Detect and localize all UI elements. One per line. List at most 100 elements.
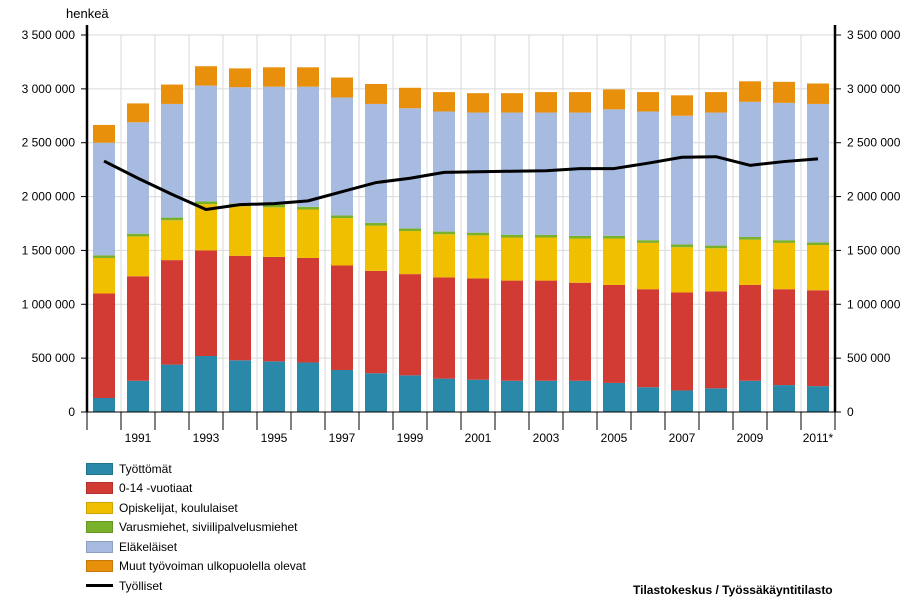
bar-opiskelijat-2009: [739, 239, 761, 285]
y-tick-label-left: 2 500 000: [22, 136, 76, 150]
bar-tyottomat-2002: [501, 380, 523, 412]
x-tick-label: 2005: [601, 431, 628, 445]
bar-varusmiehet-2001: [467, 232, 489, 236]
y-tick-label-right: 500 000: [847, 351, 891, 365]
bar-opiskelijat-2010: [773, 242, 795, 290]
bar-alle-15-2011: [807, 290, 829, 387]
line-tyolliset: [103, 155, 819, 211]
bar-tyottomat-2005: [603, 382, 625, 412]
bar-alle-15-2001: [467, 278, 489, 380]
bar-varusmiehet-1990: [93, 255, 115, 258]
bar-opiskelijat-2006: [637, 242, 659, 290]
y-tick-label-left: 3 000 000: [22, 82, 76, 96]
legend-item-varusmiehet: Varusmiehet, siviilipalvelusmiehet: [86, 518, 306, 538]
bar-varusmiehet-1991: [127, 233, 149, 237]
bar-alle-15-1997: [331, 265, 353, 370]
bar-muut-1993: [195, 66, 217, 86]
legend-item-tyottomat: Työttömät: [86, 459, 306, 479]
bar-opiskelijat-2002: [501, 237, 523, 281]
bar-elakelaiset-1997: [331, 97, 353, 216]
bar-varusmiehet-2007: [671, 244, 693, 248]
legend: Työttömät 0-14 -vuotiaat Opiskelijat, ko…: [86, 459, 306, 596]
y-tick-label-left: 2 000 000: [22, 190, 76, 204]
y-tick-label-right: 3 000 000: [847, 82, 901, 96]
bar-alle-15-1998: [365, 270, 387, 374]
bar-varusmiehet-1992: [161, 217, 183, 221]
bar-elakelaiset-1998: [365, 103, 387, 223]
bar-muut-1997: [331, 77, 353, 98]
bar-opiskelijat-1990: [93, 257, 115, 294]
bar-opiskelijat-2004: [569, 238, 591, 283]
bar-opiskelijat-1996: [297, 209, 319, 258]
bar-elakelaiset-1992: [161, 103, 183, 218]
bar-muut-2010: [773, 81, 795, 103]
bar-alle-15-1991: [127, 276, 149, 381]
y-tick-label-right: 2 000 000: [847, 190, 901, 204]
bar-elakelaiset-1996: [297, 86, 319, 207]
bar-tyottomat-2008: [705, 388, 727, 412]
legend-label-tyottomat: Työttömät: [119, 461, 172, 476]
bar-muut-2007: [671, 95, 693, 116]
x-tick-label: 2003: [533, 431, 560, 445]
bar-tyottomat-2006: [637, 387, 659, 412]
bar-varusmiehet-1993: [195, 201, 217, 205]
bar-tyottomat-1990: [93, 397, 115, 412]
bar-tyottomat-2004: [569, 380, 591, 412]
y-tick-label-right: 2 500 000: [847, 136, 901, 150]
bar-muut-2008: [705, 92, 727, 113]
bar-varusmiehet-1999: [399, 228, 421, 232]
bar-tyottomat-1991: [127, 380, 149, 412]
bar-tyottomat-1999: [399, 375, 421, 412]
y-tick-label-left: 0: [68, 405, 75, 419]
x-tick-label: 2007: [669, 431, 696, 445]
bar-alle-15-1999: [399, 274, 421, 376]
bar-muut-1992: [161, 84, 183, 104]
x-tick-label: 1997: [329, 431, 356, 445]
bar-tyottomat-2003: [535, 380, 557, 412]
legend-item-0-14: 0-14 -vuotiaat: [86, 479, 306, 499]
bar-opiskelijat-1994: [229, 206, 251, 256]
bar-muut-2000: [433, 92, 455, 112]
bar-opiskelijat-2008: [705, 248, 727, 292]
legend-label-elakelaiset: Eläkeläiset: [119, 539, 178, 554]
bar-muut-2011: [807, 83, 829, 104]
x-tick-label: 2011*: [803, 431, 834, 445]
legend-line-tyolliset: [86, 584, 113, 588]
y-tick-label-right: 1 000 000: [847, 297, 901, 311]
bar-varusmiehet-1998: [365, 222, 387, 226]
bar-varusmiehet-2008: [705, 245, 727, 249]
legend-swatch-0-14: [86, 482, 113, 495]
bar-opiskelijat-2011: [807, 245, 829, 291]
bar-alle-15-2000: [433, 277, 455, 379]
x-tick-label: 2009: [737, 431, 764, 445]
bar-opiskelijat-2007: [671, 247, 693, 293]
bar-tyottomat-2001: [467, 379, 489, 412]
bar-elakelaiset-1993: [195, 85, 217, 202]
bar-varusmiehet-2009: [739, 236, 761, 240]
bar-opiskelijat-1997: [331, 218, 353, 266]
bar-muut-2009: [739, 81, 761, 102]
bar-muut-1995: [263, 67, 285, 87]
legend-swatch-opiskelijat: [86, 501, 113, 514]
legend-label-opiskelijat: Opiskelijat, koululaiset: [119, 500, 238, 515]
bar-opiskelijat-2000: [433, 234, 455, 278]
legend-item-opiskelijat: Opiskelijat, koululaiset: [86, 498, 306, 518]
bar-muut-1996: [297, 67, 319, 87]
bar-muut-2006: [637, 92, 659, 112]
y-tick-label-left: 3 500 000: [22, 28, 76, 42]
bar-opiskelijat-1998: [365, 225, 387, 271]
bar-elakelaiset-2002: [501, 112, 523, 235]
bar-elakelaiset-1994: [229, 87, 251, 204]
bar-elakelaiset-2011: [807, 103, 829, 243]
bar-muut-2004: [569, 92, 591, 113]
bar-tyottomat-2010: [773, 385, 795, 412]
bar-tyottomat-1994: [229, 360, 251, 412]
source-label: Tilastokeskus / Työssäkäyntitilasto: [633, 583, 833, 597]
legend-item-tyolliset: Työlliset: [86, 576, 306, 596]
bar-opiskelijat-1995: [263, 207, 285, 257]
x-tick-label: 1991: [125, 431, 152, 445]
bar-varusmiehet-2000: [433, 231, 455, 235]
bar-muut-1990: [93, 124, 115, 143]
bar-tyottomat-1995: [263, 361, 285, 412]
